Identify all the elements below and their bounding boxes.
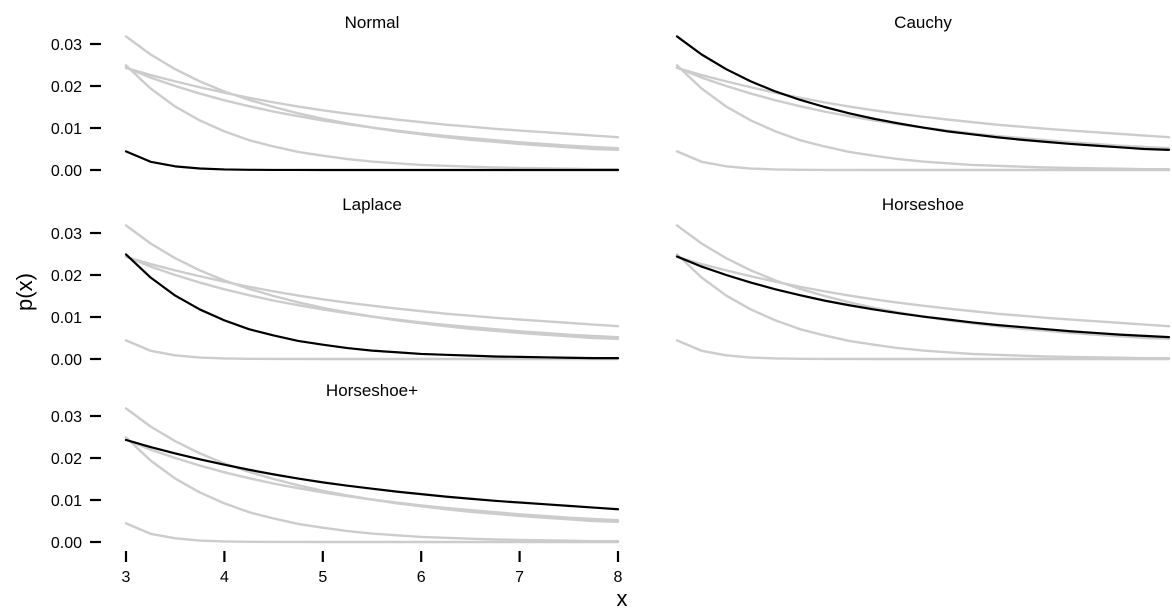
background-curve-normal xyxy=(124,339,620,361)
background-curve-normal xyxy=(675,339,1171,361)
x-tick-label: 8 xyxy=(614,569,623,586)
x-tick-label: 7 xyxy=(515,569,524,586)
y-tick-label: 0.02 xyxy=(51,451,82,468)
y-tick-label: 0.03 xyxy=(51,226,82,243)
panel-laplace: Laplace 0.00 0.01 0.02 0.03 xyxy=(51,195,620,369)
y-tick-label: 0.01 xyxy=(51,310,82,327)
background-curve-horseshoe xyxy=(124,438,620,522)
background-curve-laplace xyxy=(124,64,620,171)
background-curve-horseshoe_plus xyxy=(124,66,620,139)
panel-horseshoe: Horseshoe xyxy=(675,195,1171,361)
background-curve-laplace xyxy=(124,436,620,543)
background-curve-horseshoe xyxy=(124,255,620,339)
panel-normal: Normal 0.00 0.01 0.02 0.03 xyxy=(51,13,620,180)
panel-title: Laplace xyxy=(342,195,402,214)
panel-title: Cauchy xyxy=(894,13,952,32)
background-curve-horseshoe_plus xyxy=(675,255,1171,328)
x-tick-label: 5 xyxy=(318,569,327,586)
y-tick-label: 0.03 xyxy=(51,37,82,54)
x-tick-label: 4 xyxy=(220,569,229,586)
x-tick-label: 6 xyxy=(417,569,426,586)
y-tick-label: 0.02 xyxy=(51,79,82,96)
panel-cauchy: Cauchy xyxy=(675,13,1171,172)
y-tick-label: 0.01 xyxy=(51,493,82,510)
background-curve-horseshoe xyxy=(675,66,1171,150)
x-tick-label: 3 xyxy=(122,569,131,586)
y-tick-label: 0.00 xyxy=(51,535,82,552)
y-axis-label: p(x) xyxy=(12,273,37,311)
background-curve-normal xyxy=(675,150,1171,172)
y-tick-label: 0.00 xyxy=(51,163,82,180)
background-curve-horseshoe_plus xyxy=(124,255,620,328)
highlight-curve-horseshoe_plus xyxy=(124,438,620,511)
y-tick-label: 0.03 xyxy=(51,409,82,426)
panel-title: Horseshoe xyxy=(882,195,964,214)
x-axis-label: x xyxy=(617,586,628,611)
x-axis: 3 4 5 6 7 8 xyxy=(122,551,623,586)
highlight-curve-cauchy xyxy=(675,35,1171,151)
background-curve-horseshoe_plus xyxy=(675,66,1171,139)
panel-title: Normal xyxy=(345,13,400,32)
background-curve-laplace xyxy=(675,64,1171,171)
highlight-curve-laplace xyxy=(124,253,620,360)
background-curve-horseshoe xyxy=(124,66,620,150)
panel-horseshoe_plus: Horseshoe+ 0.00 0.01 0.02 0.03 xyxy=(51,381,620,552)
background-curve-laplace xyxy=(675,253,1171,360)
highlight-curve-normal xyxy=(124,150,620,172)
y-tick-label: 0.01 xyxy=(51,121,82,138)
y-tick-label: 0.02 xyxy=(51,268,82,285)
background-curve-normal xyxy=(124,522,620,544)
y-tick-label: 0.00 xyxy=(51,352,82,369)
panels: Normal 0.00 0.01 0.02 0.03 Cauchy Laplace 0.00 0… xyxy=(51,13,1171,586)
highlight-curve-horseshoe xyxy=(675,255,1171,339)
panel-title: Horseshoe+ xyxy=(326,381,418,400)
